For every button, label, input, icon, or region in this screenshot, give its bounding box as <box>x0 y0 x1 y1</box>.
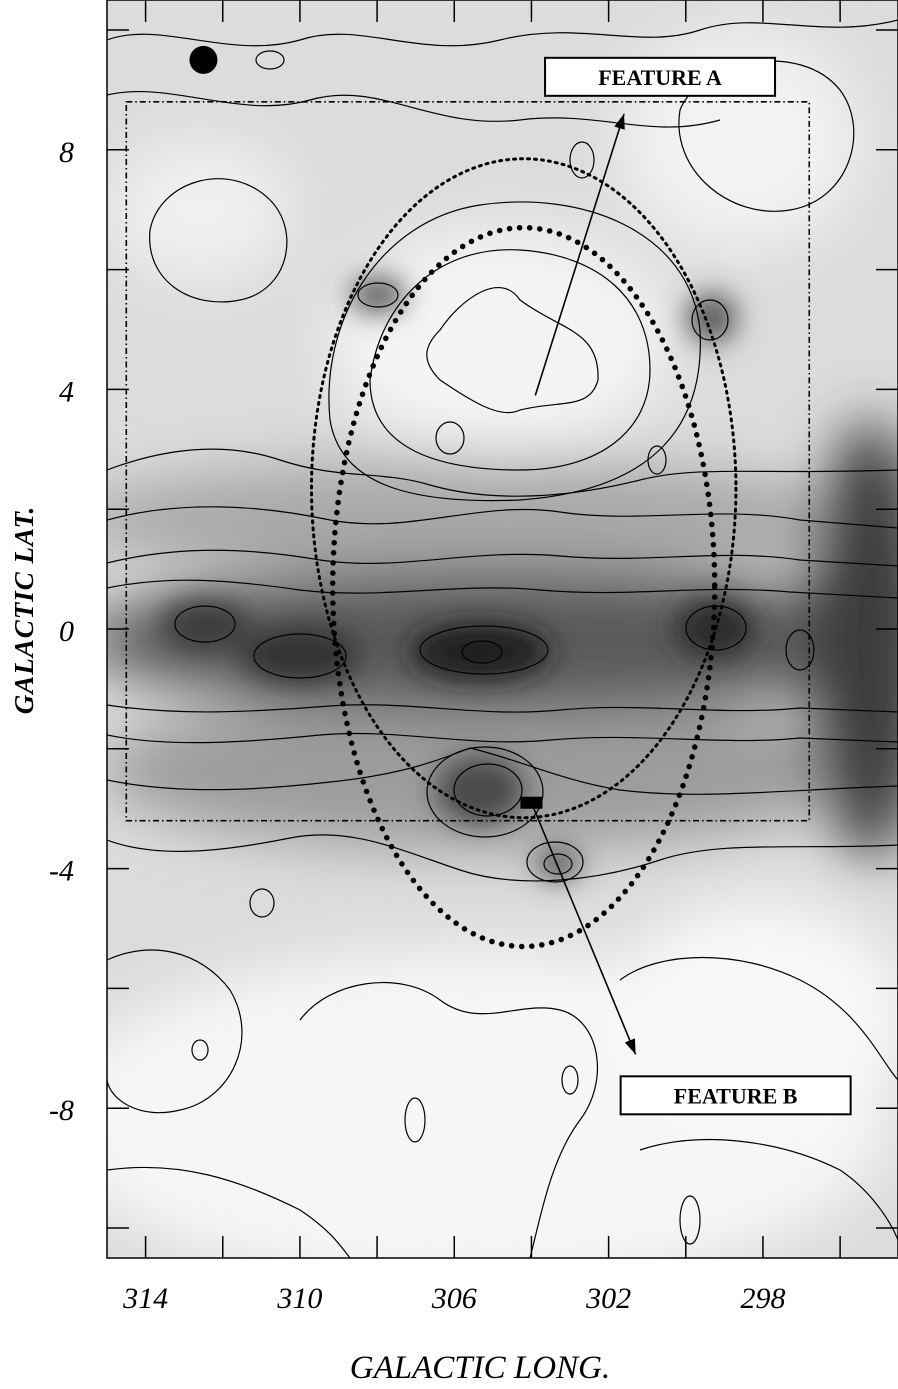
feature-a-callout: FEATURE A <box>544 56 777 97</box>
contour-small-blob <box>785 629 815 671</box>
contour-line <box>107 549 898 567</box>
contour-small-blob <box>255 50 285 70</box>
dark-region-right-edge <box>810 420 898 860</box>
contour-lower-left <box>107 949 243 1114</box>
contour-peak-305-outer <box>419 625 549 675</box>
contour-feature-b-inner <box>453 763 523 817</box>
y-tick-label: 8 <box>59 136 74 169</box>
tick-labels: 314 310 306 302 298 8 4 0 -4 -8 <box>49 136 785 1315</box>
y-tick-label: 0 <box>59 615 74 648</box>
contour-small-blob <box>561 1065 579 1095</box>
callout-label: FEATURE A <box>598 65 722 90</box>
dotted-circle-small <box>310 157 738 820</box>
dotted-circle-large <box>329 224 718 950</box>
contour-small-blob <box>191 1039 209 1061</box>
contour-small-blob <box>647 445 667 475</box>
contour-upper-region <box>328 201 701 502</box>
callout-arrow-head <box>624 1038 636 1055</box>
x-tick-label: 314 <box>122 1282 168 1315</box>
contour-line <box>107 506 898 529</box>
x-tick-label: 310 <box>276 1282 322 1315</box>
contour-small-blob <box>404 1097 426 1143</box>
callout-arrow-head <box>614 113 625 130</box>
contour-feature-a-region <box>426 287 599 414</box>
contour-lower-right <box>619 957 898 1081</box>
contour-lower-knot <box>543 853 573 875</box>
x-tick-label: 306 <box>431 1282 477 1315</box>
contour-peak-305 <box>461 640 503 664</box>
contour-upper-left-blob <box>149 178 288 303</box>
y-axis-title: GALACTIC LAT. <box>9 506 39 715</box>
light-region-upper-left <box>110 140 290 280</box>
peak-lower-knot <box>536 848 580 880</box>
callout-box <box>544 56 777 97</box>
contour-small-blob <box>569 141 595 179</box>
contour-lower-far-right <box>639 1139 898 1241</box>
feature-b-callout: FEATURE B <box>619 1075 852 1116</box>
contour-feature-b-outer <box>426 746 544 838</box>
callout-box <box>619 1075 852 1116</box>
contour-feature-a-outer <box>369 249 651 471</box>
contour-lines <box>107 19 898 1258</box>
y-tick-label: 4 <box>59 375 74 408</box>
mid-gray-upper-band <box>107 460 870 580</box>
callout-arrow-line <box>534 113 625 396</box>
contour-peak-311 <box>253 633 347 679</box>
contour-lower-middle <box>299 982 599 1258</box>
contour-upper-left-knot <box>357 282 399 308</box>
peak-feature-b <box>435 755 525 825</box>
contour-peak-313 <box>174 605 236 643</box>
contour-line <box>107 732 898 744</box>
contour-lower-far <box>107 1166 351 1258</box>
peak-305 <box>410 624 550 680</box>
survey-boundary-box <box>125 101 811 822</box>
tick-marks <box>107 0 898 1258</box>
contour-top-edge <box>107 19 898 47</box>
y-tick-label: -4 <box>49 855 74 888</box>
y-tick-label: -8 <box>49 1094 74 1127</box>
contour-small-blob <box>435 421 465 455</box>
overlays: FEATURE A FEATURE B <box>125 45 852 1116</box>
x-axis-title: GALACTIC LONG. <box>350 1350 610 1386</box>
contour-line <box>107 579 898 599</box>
peak-311 <box>240 627 360 683</box>
contour-small-blob <box>679 1195 701 1245</box>
contour-line <box>107 834 898 882</box>
x-tick-label: 302 <box>585 1282 631 1315</box>
contour-upper-right-knot <box>691 299 729 341</box>
callout-arrow-line <box>530 802 637 1055</box>
callout-label: FEATURE B <box>674 1083 798 1108</box>
contour-line <box>107 704 898 713</box>
light-region-upper <box>330 230 670 450</box>
x-tick-label: 298 <box>740 1282 785 1315</box>
contour-line <box>107 448 898 497</box>
contour-lower-knot-outer <box>526 841 584 883</box>
filled-circle-marker <box>189 45 218 74</box>
contour-small-blob <box>249 888 275 918</box>
